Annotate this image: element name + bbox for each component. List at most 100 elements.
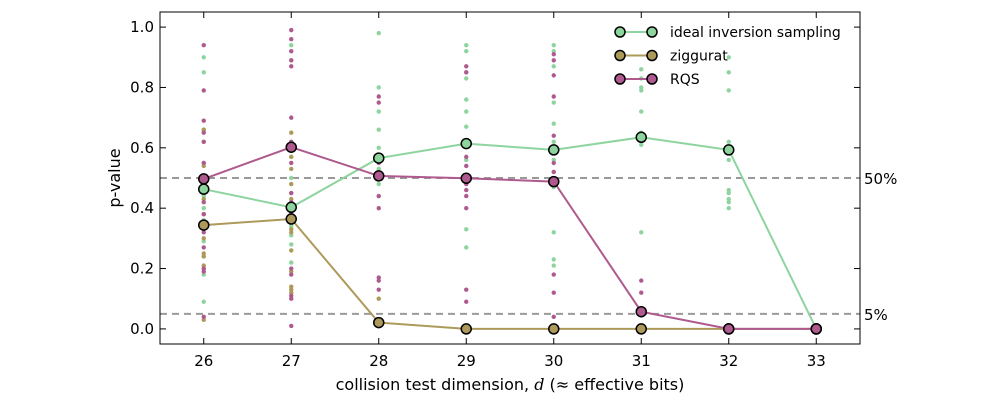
sample-dot xyxy=(376,30,381,36)
sample-dot xyxy=(464,299,469,304)
sample-dot xyxy=(289,284,294,289)
sample-dot xyxy=(551,230,556,235)
sample-dot xyxy=(201,196,206,202)
series-lines xyxy=(203,136,818,330)
sample-dot xyxy=(376,296,381,301)
sample-dot xyxy=(289,296,294,301)
sample-dot xyxy=(551,94,556,99)
sample-dot xyxy=(376,287,381,292)
sample-dot xyxy=(726,199,731,205)
sample-dot xyxy=(289,64,294,69)
sample-dot xyxy=(289,272,294,277)
series-marker-0 xyxy=(285,201,297,214)
sample-dot xyxy=(289,227,294,232)
sample-dot xyxy=(289,58,294,63)
sample-dot xyxy=(551,73,556,78)
sample-dot xyxy=(726,70,731,75)
sample-dot xyxy=(201,205,206,211)
legend-marker xyxy=(646,73,658,85)
reference-line-label: 5% xyxy=(864,306,888,324)
sample-dot xyxy=(289,130,294,135)
x-axis-label-suffix: (≈ effective bits) xyxy=(544,375,684,394)
sample-dot xyxy=(376,145,381,151)
x-tick-label: 32 xyxy=(719,352,738,370)
legend-label: RQS xyxy=(670,72,700,88)
sample-dot xyxy=(289,266,294,271)
series-marker-2 xyxy=(810,323,822,335)
sample-dot xyxy=(551,290,556,295)
sample-dot xyxy=(551,133,556,138)
sample-dot xyxy=(639,67,644,72)
sample-dot xyxy=(201,245,206,250)
sample-dot xyxy=(551,49,556,54)
y-tick-label: 0.6 xyxy=(130,139,154,157)
y-tick-label: 0.0 xyxy=(130,320,154,338)
sample-dot xyxy=(551,263,556,268)
sample-dot xyxy=(639,88,644,93)
sample-dot xyxy=(289,36,294,42)
series-line-1 xyxy=(203,217,817,330)
x-tick-label: 28 xyxy=(369,352,388,370)
sample-dot xyxy=(201,193,206,199)
sample-dot xyxy=(289,269,294,274)
x-tick-label: 33 xyxy=(807,352,826,370)
sample-dot xyxy=(464,205,469,211)
y-tick-label: 0.8 xyxy=(130,78,154,96)
sample-dot xyxy=(289,43,294,48)
sample-dot xyxy=(289,323,294,329)
sample-dot xyxy=(201,127,206,132)
sample-dot xyxy=(726,88,731,93)
sample-dot xyxy=(551,64,556,69)
sample-dot xyxy=(639,290,644,295)
sample-dot xyxy=(289,115,294,120)
sample-dot xyxy=(201,118,206,123)
sample-dot xyxy=(464,70,469,75)
sample-dot xyxy=(201,43,206,48)
series-marker-2 xyxy=(635,305,647,318)
series-marker-2 xyxy=(723,323,735,335)
sample-dot xyxy=(289,260,294,265)
sample-dot xyxy=(289,242,294,247)
series-line-2 xyxy=(203,146,817,330)
sample-dot xyxy=(201,251,206,256)
sample-dot xyxy=(639,109,644,114)
sample-dot xyxy=(464,109,469,114)
sample-dot xyxy=(201,269,206,274)
sample-dot xyxy=(551,157,556,163)
series-marker-0 xyxy=(548,144,560,156)
sample-dot xyxy=(289,230,294,235)
x-axis-label: collision test dimension, d (≈ effective… xyxy=(336,375,685,394)
series-marker-1 xyxy=(198,219,210,231)
x-axis-label-variable: d xyxy=(534,375,544,394)
legend-marker xyxy=(646,49,658,62)
series-marker-0 xyxy=(198,183,210,195)
sample-dot xyxy=(464,76,469,81)
sample-dot xyxy=(551,43,556,48)
legend: ideal inversion sampling ziggurat RQS xyxy=(614,25,841,88)
sample-dot xyxy=(289,166,294,172)
series-marker-1 xyxy=(548,323,560,335)
sample-dot xyxy=(376,94,381,99)
sample-dot xyxy=(639,142,644,147)
sample-dot xyxy=(289,248,294,253)
sample-dot xyxy=(289,154,294,160)
sample-dot xyxy=(289,233,294,238)
axis-ticks: 26 27 28 29 30 31 32 33 0.0 0.2 0.4 0.6 0.8 1.0 xyxy=(130,12,860,370)
sample-dot xyxy=(726,196,731,202)
reference-line-label: 50% xyxy=(864,170,897,188)
y-tick-label: 1.0 xyxy=(130,18,154,36)
sample-dot xyxy=(551,139,556,144)
sample-dot xyxy=(464,43,469,48)
series-marker-2 xyxy=(198,173,210,185)
y-tick-label: 0.4 xyxy=(130,199,154,217)
sample-dot xyxy=(551,257,556,262)
sample-dot xyxy=(289,290,294,295)
sample-dot xyxy=(289,49,294,54)
sample-dot xyxy=(201,70,206,75)
sample-dot xyxy=(726,139,731,144)
sample-dot xyxy=(726,190,731,196)
sample-dot xyxy=(376,166,381,172)
sample-dot xyxy=(551,100,556,105)
sample-dot xyxy=(289,181,294,187)
